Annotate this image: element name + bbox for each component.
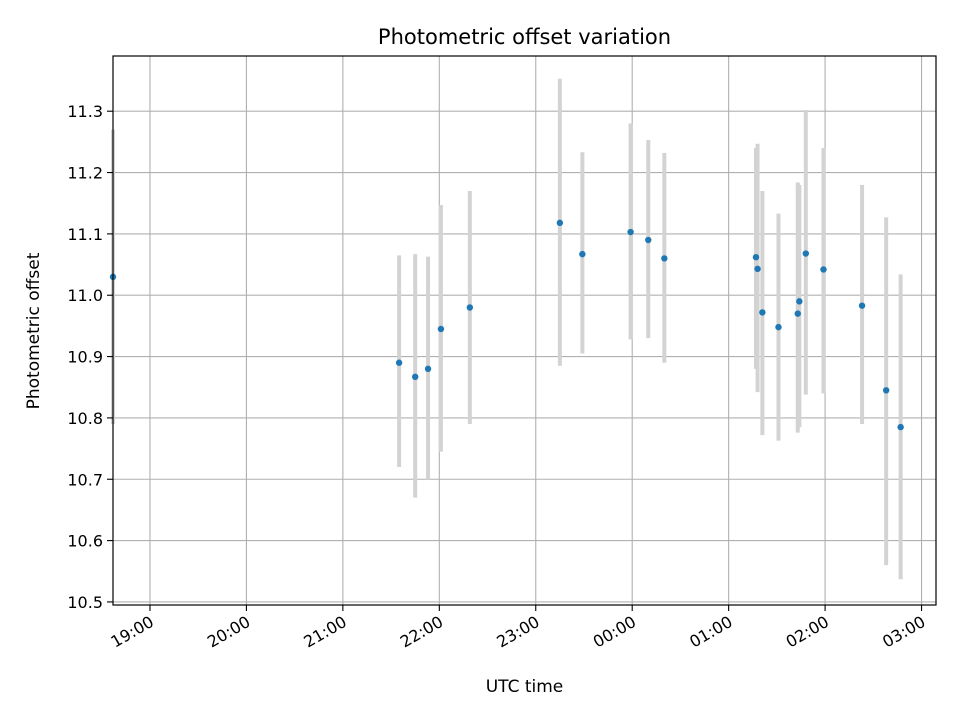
data-point (882, 387, 890, 394)
data-point (466, 304, 474, 311)
y-tick-label: 10.9 (67, 348, 103, 367)
data-point (395, 359, 403, 366)
data-point (424, 365, 432, 373)
data-point (820, 266, 827, 273)
y-axis-label: Photometric offset (24, 252, 44, 409)
data-point (579, 250, 586, 258)
x-tick-label: 00:00 (590, 612, 639, 652)
x-axis-ticks: 19:00 20:00 21:00 22:00 23:00 00:00 01:00 02:00… (108, 605, 929, 652)
x-tick-label: 03:00 (879, 612, 928, 652)
x-tick-label: 02:00 (783, 612, 832, 652)
y-tick-label: 11.3 (67, 102, 103, 121)
x-tick-label: 23:00 (493, 612, 542, 652)
data-point (437, 325, 445, 333)
data-point (661, 255, 668, 262)
plot-frame (112, 55, 937, 606)
grid-lines (113, 56, 936, 605)
x-tick-label: 21:00 (300, 612, 349, 652)
y-axis-ticks: 10.5 10.6 10.7 10.8 10.9 11.0 11.1 11.2 11.3 (67, 102, 113, 612)
data-point (556, 219, 564, 227)
data-point (775, 323, 782, 331)
data-point (627, 228, 634, 236)
y-tick-label: 10.5 (67, 593, 103, 612)
y-tick-label: 11.1 (67, 225, 103, 244)
data-point (645, 236, 652, 244)
y-tick-label: 11.2 (67, 164, 103, 183)
error-bars (111, 78, 903, 580)
data-point (858, 302, 866, 309)
data-point (897, 423, 904, 431)
data-points (109, 219, 904, 431)
data-point (794, 310, 801, 317)
x-axis-label: UTC time (486, 677, 564, 697)
data-point (411, 373, 419, 381)
data-point (796, 298, 803, 305)
x-tick-label: 19:00 (108, 612, 157, 652)
data-point (802, 250, 809, 257)
data-point (754, 265, 761, 273)
y-tick-label: 10.8 (67, 409, 103, 428)
x-tick-label: 01:00 (686, 612, 735, 652)
y-tick-label: 10.6 (67, 532, 103, 551)
x-tick-label: 22:00 (397, 612, 446, 652)
y-tick-label: 11.0 (67, 286, 103, 305)
y-tick-label: 10.7 (67, 470, 103, 489)
data-point (759, 309, 766, 316)
x-tick-label: 20:00 (204, 612, 253, 652)
chart-title: Photometric offset variation (378, 25, 671, 49)
data-point (752, 253, 760, 261)
